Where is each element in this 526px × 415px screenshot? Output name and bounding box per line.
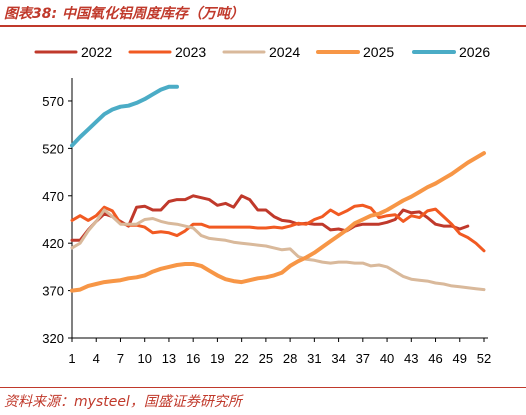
x-tick-label: 46 <box>428 351 442 366</box>
x-tick-label: 31 <box>307 351 321 366</box>
legend-label-2024: 2024 <box>269 44 300 60</box>
legend-label-2023: 2023 <box>175 44 206 60</box>
x-tick-label: 13 <box>162 351 176 366</box>
series-line-2023 <box>70 203 486 253</box>
chart-title: 图表38: 中国氧化铝周度库存（万吨） <box>4 6 244 22</box>
x-tick-label: 43 <box>404 351 418 366</box>
x-tick-label: 4 <box>93 351 100 366</box>
series-line-2026 <box>70 84 179 148</box>
x-tick-label: 10 <box>137 351 151 366</box>
x-tick-label: 28 <box>283 351 297 366</box>
series-2022 <box>70 194 470 242</box>
y-tick-label: 370 <box>42 284 64 299</box>
x-tick-label: 22 <box>234 351 248 366</box>
title-divider <box>0 25 526 27</box>
source-divider <box>0 387 526 388</box>
legend-label-2025: 2025 <box>363 44 394 60</box>
legend-label-2026: 2026 <box>459 44 490 60</box>
y-tick-label: 570 <box>42 94 64 109</box>
x-tick-label: 19 <box>210 351 224 366</box>
series-line-2022 <box>70 194 470 242</box>
y-tick-label: 420 <box>42 236 64 251</box>
line-chart: 320 370 420 470 520 570 1 4 7 10 13 16 19 22 25 28 31 34 3… <box>34 44 491 366</box>
x-tick-label: 7 <box>117 351 124 366</box>
x-tick-label: 16 <box>186 351 200 366</box>
x-tick-label: 49 <box>453 351 467 366</box>
y-tick-label: 520 <box>42 141 64 156</box>
x-tick-label: 40 <box>380 351 394 366</box>
series-2026 <box>70 84 179 148</box>
x-tick-label: 1 <box>68 351 75 366</box>
x-tick-label: 37 <box>356 351 370 366</box>
source-note: 资料来源：mysteel，国盛证券研究所 <box>4 394 242 410</box>
series-line-2025 <box>70 151 486 293</box>
series-2025 <box>70 151 486 293</box>
series-2023 <box>70 203 486 253</box>
x-tick-label: 34 <box>331 351 345 366</box>
y-tick-label: 320 <box>42 331 64 346</box>
chart-legend: 2022 2023 2024 2025 2026 <box>34 44 490 60</box>
chart-axes: 320 370 420 470 520 570 1 4 7 10 13 16 19 22 25 28 31 34 3… <box>42 78 491 366</box>
series-layer <box>70 84 486 293</box>
legend-label-2022: 2022 <box>81 44 112 60</box>
x-tick-label: 25 <box>259 351 273 366</box>
y-tick-label: 470 <box>42 189 64 204</box>
series-2024 <box>70 208 486 292</box>
x-tick-label: 52 <box>477 351 491 366</box>
series-line-2024 <box>70 208 486 292</box>
